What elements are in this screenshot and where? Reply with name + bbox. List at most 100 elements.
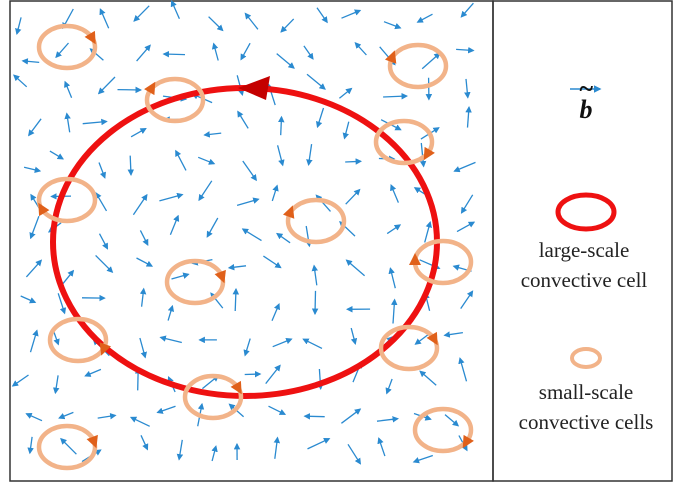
main-panel-frame (9, 0, 494, 482)
blue-field-arrow-icon (27, 436, 34, 455)
blue-field-arrow-icon (136, 44, 151, 62)
blue-field-arrow-icon (237, 110, 249, 129)
blue-field-arrow-icon (391, 298, 398, 324)
blue-field-arrow-icon (208, 16, 224, 32)
blue-field-arrow-icon (276, 232, 291, 244)
blue-field-arrow-icon (15, 17, 22, 36)
blue-field-arrow-icon (198, 180, 213, 202)
blue-field-arrow-icon (232, 287, 240, 312)
blue-field-arrow-icon (311, 264, 319, 286)
legend: ~ b large-scale convective cell small-sc… (519, 74, 654, 434)
cell-direction-arrowhead-icon (462, 434, 474, 449)
blue-field-arrow-icon (127, 155, 135, 176)
blue-field-arrow-icon (25, 412, 43, 422)
small-scale-cell (409, 238, 474, 286)
blue-field-arrow-icon (129, 416, 150, 427)
blue-field-arrow-icon (263, 255, 282, 269)
blue-field-arrow-icon (350, 327, 358, 345)
blue-field-arrow-icon (156, 405, 176, 414)
small-scale-cell (378, 324, 440, 372)
blue-field-arrow-icon (136, 257, 154, 267)
blue-field-arrow-icon (316, 7, 328, 24)
blue-field-arrow-icon (306, 73, 326, 90)
blue-field-arrow-icon (97, 412, 117, 420)
blue-field-arrow-icon (271, 184, 279, 202)
blue-field-arrow-icon (315, 107, 325, 129)
small-scale-cell (36, 176, 98, 224)
blue-field-arrow-icon (21, 58, 40, 65)
small-cell-ring-icon (373, 118, 435, 166)
blue-field-arrow-icon (240, 42, 251, 61)
small-scale-cell (36, 423, 98, 471)
blue-field-arrow-icon (242, 160, 257, 182)
blue-field-arrow-icon (307, 437, 331, 450)
small-cell-ring-icon (182, 373, 244, 421)
cell-direction-arrowhead-icon (84, 30, 96, 45)
blue-field-arrow-icon (60, 437, 77, 455)
blue-field-arrow-icon (342, 121, 350, 140)
small-cell-ring-icon (570, 347, 602, 369)
blue-field-arrow-icon (82, 118, 108, 126)
blue-field-arrow-icon (453, 161, 476, 173)
cell-direction-arrowhead-icon (144, 81, 156, 96)
blue-field-arrow-icon (385, 378, 393, 395)
cell-direction-arrowhead-icon (86, 434, 98, 449)
small-cell-ring-icon (412, 406, 474, 454)
blue-field-arrow-icon (273, 436, 281, 459)
blue-field-arrow-icon (139, 230, 149, 246)
blue-field-arrow-icon (139, 287, 147, 307)
blue-field-arrow-icon (419, 370, 437, 386)
blue-field-arrow-icon (95, 191, 108, 212)
cell-direction-arrowhead-icon (283, 205, 295, 219)
blue-field-arrow-icon (64, 112, 71, 133)
blue-field-arrow-icon (424, 220, 432, 243)
small-cell-ring-icon (285, 197, 347, 245)
blue-field-arrow-icon (159, 192, 184, 202)
blue-field-arrow-icon (271, 303, 280, 321)
blue-field-arrow-icon (29, 215, 40, 240)
blue-field-arrow-icon (211, 445, 218, 462)
blue-field-arrow-icon (133, 5, 150, 22)
cell-direction-arrowhead-icon (38, 202, 50, 217)
small-scale-cell (412, 406, 474, 454)
blue-field-arrow-icon (139, 337, 147, 359)
blue-field-arrow-icon (23, 166, 42, 173)
legend-small-cell-label-line1: small-scale (539, 380, 633, 404)
small-scale-cell (182, 373, 244, 421)
cell-direction-arrowhead-icon (238, 76, 270, 100)
blue-field-arrow-icon (57, 293, 67, 315)
blue-field-arrow-icon (383, 21, 402, 30)
small-cell-ring-icon (36, 23, 98, 71)
blue-field-arrow-icon (338, 87, 353, 99)
blue-field-arrow-icon (175, 149, 187, 171)
small-cell-ring-icon (387, 42, 449, 90)
blue-field-arrow-icon (227, 263, 247, 271)
blue-field-arrow-icon (132, 193, 148, 216)
cell-direction-arrowhead-icon (426, 331, 438, 346)
blue-field-arrow-icon (456, 221, 476, 233)
blue-field-arrow-icon (276, 53, 295, 69)
blue-field-arrow-icon (465, 106, 472, 128)
blue-field-arrow-icon (341, 408, 362, 424)
cell-direction-arrowhead-icon (409, 253, 421, 265)
blue-field-arrow-icon (49, 150, 65, 160)
cell-direction-arrowhead-icon (214, 269, 226, 284)
blue-field-arrow-icon (241, 228, 262, 242)
legend-vector-symbol: b (580, 95, 593, 124)
blue-field-arrow-icon (52, 375, 60, 395)
blue-field-arrow-icon (341, 9, 362, 19)
small-scale-cell (385, 42, 449, 90)
blue-field-arrow-icon (345, 259, 366, 277)
cell-direction-arrowhead-icon (385, 50, 397, 64)
blue-field-arrow-icon (383, 92, 408, 100)
blue-field-arrow-icon (244, 370, 262, 378)
blue-field-arrow-icon (421, 52, 441, 70)
small-scale-cell (373, 118, 435, 166)
blue-field-arrow-icon (11, 374, 29, 387)
blue-field-arrow-icon (140, 435, 149, 451)
blue-field-arrow-icon (28, 118, 42, 137)
legend-panel-frame (492, 0, 673, 482)
cell-direction-arrowhead-icon (230, 380, 242, 395)
blue-field-arrow-icon (303, 413, 325, 420)
